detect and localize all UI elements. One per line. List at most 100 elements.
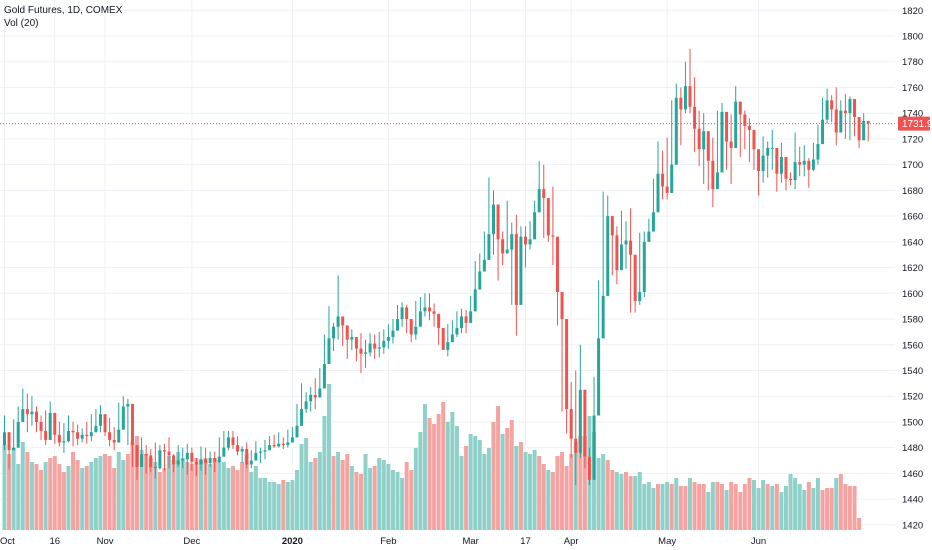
- volume-bar: [253, 466, 258, 530]
- candle: [121, 396, 125, 430]
- price-tick-label: 1720: [902, 134, 923, 145]
- candle: [240, 446, 244, 464]
- candle-body: [565, 319, 569, 410]
- volume-bar: [304, 438, 309, 530]
- candle: [693, 77, 697, 152]
- candle-body: [734, 101, 738, 148]
- candle: [725, 111, 729, 170]
- candle: [578, 344, 582, 458]
- candle: [423, 293, 427, 317]
- candle-body: [720, 111, 724, 173]
- candle: [204, 447, 208, 475]
- volume-bar: [285, 482, 290, 530]
- candle-body: [277, 443, 281, 447]
- volume-bar: [372, 466, 377, 530]
- candle-body: [679, 97, 683, 110]
- volume-bar: [450, 412, 455, 530]
- candle: [496, 204, 500, 281]
- candle: [565, 319, 569, 434]
- volume-bar: [578, 436, 583, 530]
- candle: [281, 437, 285, 449]
- candle: [400, 302, 404, 327]
- candle-body: [39, 421, 43, 431]
- candle: [7, 432, 11, 470]
- candle: [368, 333, 372, 357]
- price-tick-label: 1520: [902, 392, 923, 403]
- candle-body: [281, 443, 285, 446]
- volume-bar: [194, 458, 199, 530]
- volume-bar: [756, 488, 761, 530]
- volume-bar: [89, 462, 94, 530]
- price-tick-label: 1620: [902, 263, 923, 274]
- candle-body: [418, 311, 422, 327]
- volume-bar: [788, 474, 793, 530]
- candle-body: [85, 434, 89, 437]
- candle-body: [231, 437, 235, 446]
- candle: [231, 430, 235, 449]
- candle-body: [204, 459, 208, 464]
- volume-bar: [660, 484, 665, 530]
- volume-indicator-label[interactable]: Vol (20): [4, 18, 39, 29]
- candle-body: [94, 425, 98, 433]
- volume-bar: [404, 462, 409, 530]
- candle: [254, 441, 258, 461]
- volume-bar: [560, 452, 565, 530]
- time-axis[interactable]: Oct 16 Nov Dec 2020 Feb Mar 17 Apr May Jun: [0, 536, 766, 547]
- volume-bar: [262, 478, 267, 530]
- volume-bar: [212, 458, 217, 530]
- candle-body: [44, 430, 48, 440]
- volume-bar: [400, 478, 405, 530]
- candle: [286, 429, 290, 448]
- candle: [108, 418, 112, 447]
- candle: [103, 414, 107, 437]
- volume-bar: [432, 424, 437, 530]
- candle: [62, 423, 66, 453]
- volume-bar: [363, 454, 368, 530]
- candle: [71, 421, 75, 447]
- candle: [258, 447, 262, 464]
- volume-bar: [244, 454, 249, 530]
- candle-body: [857, 117, 861, 141]
- candle: [304, 392, 308, 413]
- candle: [674, 83, 678, 165]
- symbol-title[interactable]: Gold Futures, 1D, COMEX: [4, 5, 123, 16]
- candle: [153, 442, 157, 479]
- volume-bar: [838, 474, 843, 530]
- candle: [656, 141, 660, 213]
- candle: [784, 156, 788, 191]
- candle-body: [62, 441, 66, 443]
- candle: [112, 427, 116, 451]
- volume-bar: [208, 464, 213, 530]
- volume-bar: [614, 472, 619, 530]
- candle: [665, 137, 669, 200]
- volume-bar: [528, 454, 533, 530]
- volume-bar: [258, 478, 263, 530]
- price-tick-label: 1680: [902, 186, 923, 197]
- candle-body: [144, 454, 148, 456]
- volume-bar: [7, 454, 12, 530]
- volume-bar: [605, 460, 610, 530]
- volume-bar: [80, 468, 85, 530]
- candle-body: [304, 401, 308, 410]
- price-axis[interactable]: 1420 1440 1460 1480 1500 1520 1540 1560 1580 1600…: [902, 6, 923, 532]
- candle-body: [473, 289, 477, 312]
- price-tick-label: 1640: [902, 237, 923, 248]
- candle-body: [21, 409, 25, 422]
- candle: [807, 158, 811, 188]
- price-tick-label: 1540: [902, 366, 923, 377]
- volume-bar: [16, 464, 21, 530]
- candle-body: [747, 126, 751, 130]
- volume-bar: [135, 436, 140, 530]
- volume-bar: [569, 454, 574, 530]
- volume-bar: [340, 460, 345, 530]
- candle-body: [57, 434, 61, 443]
- volume-bar: [345, 454, 350, 530]
- volume-bar: [779, 492, 784, 530]
- candle-body: [71, 430, 75, 433]
- candle: [702, 113, 706, 184]
- volume-bar: [683, 486, 688, 530]
- candle: [396, 304, 400, 331]
- candle: [313, 378, 317, 410]
- volume-bar: [592, 432, 597, 530]
